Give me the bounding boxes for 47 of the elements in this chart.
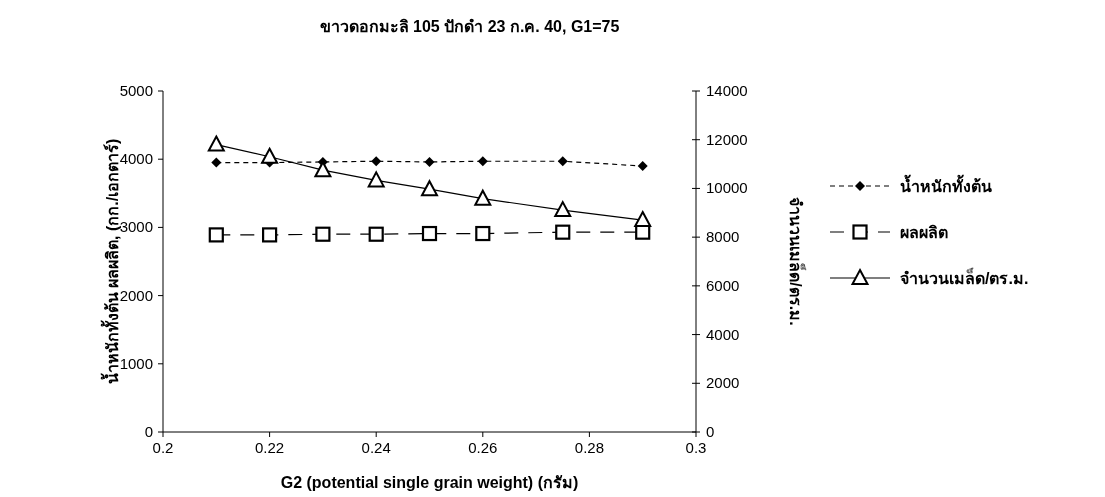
y2-tick-label: 2000 bbox=[706, 374, 740, 392]
x-axis-title: G2 (potential single grain weight) (กรัม) bbox=[280, 474, 579, 491]
y2-tick-label: 14000 bbox=[706, 82, 748, 99]
y-tick-label: 2000 bbox=[119, 286, 153, 304]
point bbox=[371, 156, 382, 167]
y2-tick-label: 10000 bbox=[706, 179, 748, 197]
y2-tick-label: 12000 bbox=[706, 130, 748, 148]
y2-axis-title: จำนวนเมล็ด/ตร.ม. bbox=[787, 197, 807, 326]
point bbox=[261, 147, 279, 164]
point bbox=[637, 161, 648, 172]
point bbox=[207, 135, 225, 152]
y2-tick-label: 8000 bbox=[706, 228, 740, 246]
point bbox=[424, 156, 435, 167]
point bbox=[367, 171, 385, 188]
point bbox=[557, 156, 568, 167]
point bbox=[211, 157, 222, 168]
chart-title: ขาวดอกมะลิ 105 ปักดำ 23 ก.ค. 40, G1=75 bbox=[319, 18, 620, 35]
y2-tick-label: 6000 bbox=[706, 276, 740, 294]
point bbox=[474, 189, 492, 206]
x-tick-label: 0.2 bbox=[152, 439, 174, 456]
point bbox=[475, 225, 491, 242]
point bbox=[421, 180, 438, 197]
point bbox=[315, 226, 331, 242]
point bbox=[262, 227, 278, 243]
y-tick-label: 3000 bbox=[119, 218, 153, 236]
x-tick-label: 0.22 bbox=[255, 439, 285, 456]
legend-label: จำนวนเมล็ด/ตร.ม. bbox=[900, 267, 1029, 287]
y-tick-label: 4000 bbox=[119, 150, 153, 168]
y-tick-label: 1000 bbox=[119, 354, 153, 372]
y-axis-title: น้ำหนักทั้งต้น ผลผลิต, (กก./เอกตาร์) bbox=[100, 138, 121, 385]
x-tick-label: 0.26 bbox=[468, 439, 498, 456]
point bbox=[634, 211, 652, 228]
legend-label: ผลผลิต bbox=[900, 224, 948, 241]
y2-tick-label: 0 bbox=[706, 423, 715, 440]
point bbox=[555, 224, 571, 240]
x-tick-label: 0.3 bbox=[685, 439, 707, 456]
legend-label: น้ำหนักทั้งต้น bbox=[900, 174, 992, 195]
point bbox=[421, 225, 438, 242]
point bbox=[477, 156, 488, 167]
x-tick-label: 0.24 bbox=[361, 439, 391, 456]
y-tick-label: 0 bbox=[144, 423, 153, 440]
y2-tick-label: 4000 bbox=[706, 325, 740, 343]
point bbox=[554, 201, 572, 218]
y-tick-label: 5000 bbox=[119, 82, 153, 99]
x-tick-label: 0.28 bbox=[574, 439, 604, 456]
point bbox=[368, 226, 384, 242]
point bbox=[208, 227, 224, 243]
